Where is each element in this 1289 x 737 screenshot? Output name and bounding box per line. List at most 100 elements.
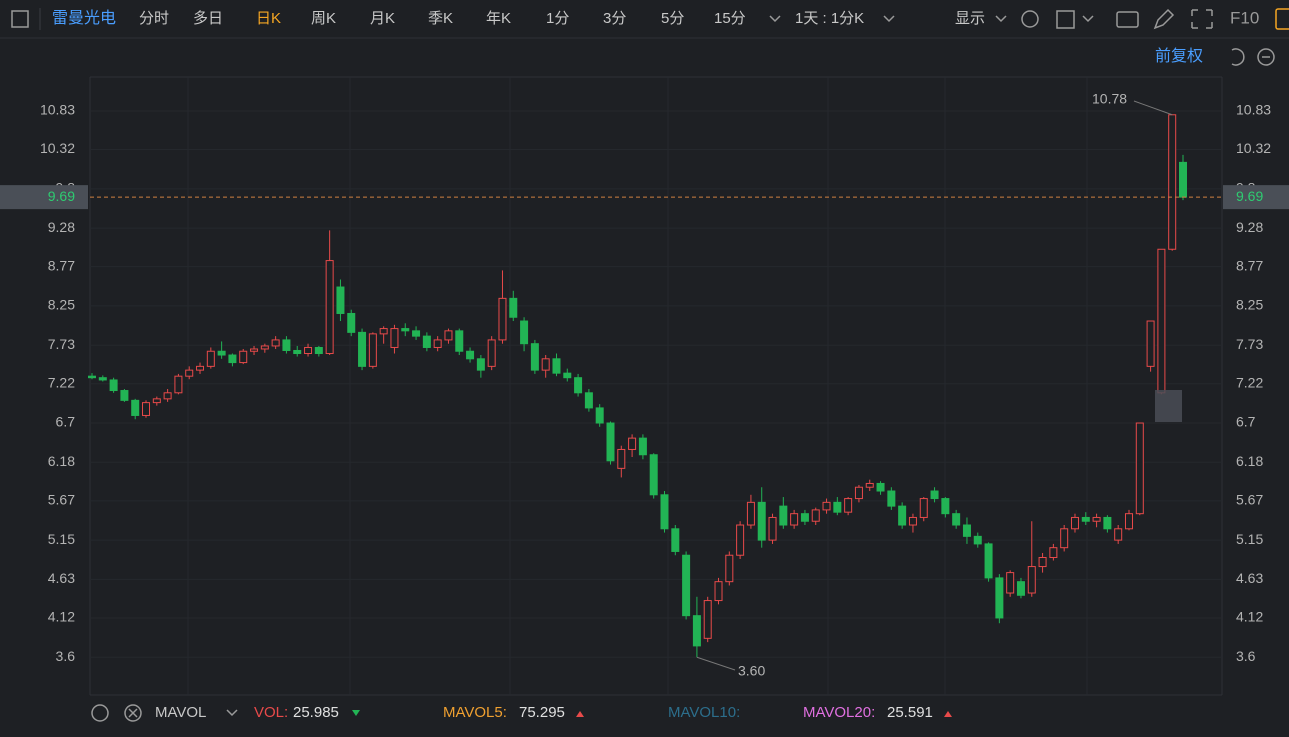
chevron[interactable] bbox=[883, 15, 895, 23]
period-tab[interactable]: 日K bbox=[256, 10, 281, 27]
candle-body bbox=[984, 543, 993, 579]
zoom-out-icon[interactable] bbox=[1257, 48, 1275, 66]
candle-body bbox=[152, 398, 161, 404]
y-tick-label: 10.83 bbox=[1236, 102, 1271, 118]
candle-body bbox=[746, 501, 755, 526]
candle-body bbox=[1103, 516, 1112, 530]
stock-name[interactable]: 雷曼光电 bbox=[52, 9, 116, 27]
sidebar-icon[interactable] bbox=[11, 10, 29, 28]
y-tick-label: 3.6 bbox=[1236, 648, 1256, 664]
candle-body bbox=[1179, 161, 1187, 198]
candle-body bbox=[455, 330, 464, 352]
candle-body bbox=[854, 486, 863, 500]
candle-body bbox=[811, 509, 820, 522]
candle-body bbox=[196, 365, 205, 371]
candle-body bbox=[1124, 513, 1133, 530]
period-tab[interactable]: 周K bbox=[311, 10, 336, 27]
candle-body bbox=[541, 358, 550, 371]
y-tick-label: 5.15 bbox=[48, 531, 75, 547]
chevron[interactable] bbox=[769, 15, 781, 23]
candle-body bbox=[574, 377, 583, 394]
y-tick-label: 10.32 bbox=[1236, 140, 1271, 156]
candle-body bbox=[336, 286, 345, 314]
candle-body bbox=[401, 328, 410, 332]
candle-body bbox=[1006, 572, 1015, 594]
y-tick-label: 7.22 bbox=[1236, 374, 1263, 390]
reset-icon[interactable] bbox=[1231, 48, 1245, 66]
period-tab[interactable]: 15分 bbox=[714, 10, 746, 27]
chevron[interactable] bbox=[1082, 15, 1094, 23]
candle-body bbox=[1016, 581, 1025, 596]
up-arrow bbox=[576, 711, 584, 717]
candle-body bbox=[1146, 320, 1155, 367]
candle-body bbox=[703, 600, 712, 639]
min-label: 3.60 bbox=[738, 663, 765, 679]
interval[interactable]: 1天 : 1分K bbox=[795, 10, 864, 27]
y-tick-label: 7.73 bbox=[48, 336, 75, 352]
candle-body bbox=[228, 354, 237, 364]
candle-body bbox=[271, 339, 280, 347]
candle-body bbox=[768, 516, 777, 541]
indicator-bar: MAVOL VOL: 25.985 MAVOL5: 75.295 MAVOL10… bbox=[91, 704, 952, 722]
y-tick-label: 6.7 bbox=[1236, 414, 1256, 430]
indicator-name[interactable]: MAVOL bbox=[155, 704, 206, 721]
candle-body bbox=[88, 375, 96, 379]
mavol20-value: 25.591 bbox=[887, 704, 933, 721]
max-label: 10.78 bbox=[1092, 91, 1127, 107]
candle-body bbox=[1092, 516, 1101, 522]
square-icon[interactable] bbox=[1056, 10, 1075, 29]
candle-body bbox=[682, 554, 691, 617]
candle-body bbox=[314, 346, 323, 355]
down-arrow bbox=[352, 710, 360, 716]
fullscreen-icon[interactable] bbox=[1191, 9, 1213, 29]
candle-body bbox=[1168, 114, 1177, 250]
candle-body bbox=[466, 350, 475, 360]
y-tick-label: 10.32 bbox=[40, 140, 75, 156]
candle-body bbox=[476, 358, 485, 371]
candle-body bbox=[887, 490, 896, 507]
period-tab[interactable]: 3分 bbox=[603, 10, 626, 27]
settings-icon[interactable] bbox=[1021, 10, 1039, 28]
candle-body bbox=[898, 505, 907, 526]
period-tab[interactable]: 1分 bbox=[546, 10, 569, 27]
adjust[interactable]: 前复权 bbox=[1155, 47, 1203, 65]
candle-body bbox=[98, 377, 107, 381]
price-tag bbox=[1223, 185, 1289, 210]
chevron[interactable] bbox=[226, 709, 238, 717]
candle-body bbox=[347, 312, 356, 333]
plot bbox=[88, 114, 1187, 658]
candle-body bbox=[671, 528, 680, 552]
candle-body bbox=[185, 369, 194, 377]
f10[interactable]: F10 bbox=[1230, 8, 1259, 27]
period-tab[interactable]: 分时 bbox=[139, 10, 169, 27]
candle-body bbox=[692, 615, 701, 647]
candle-body bbox=[736, 524, 745, 556]
candle-body bbox=[239, 350, 248, 364]
period-tabs: 分时 多日 日K 周K 月K 季K 年K 1分 3分 5分 15分 bbox=[139, 10, 746, 27]
period-tab[interactable]: 年K bbox=[486, 10, 511, 27]
chevron[interactable] bbox=[995, 15, 1007, 23]
period-tab[interactable]: 5分 bbox=[661, 10, 684, 27]
candle-body bbox=[390, 328, 399, 348]
camera-icon[interactable] bbox=[1116, 11, 1139, 28]
display-menu[interactable]: 显示 bbox=[955, 10, 985, 27]
candle-body bbox=[865, 482, 874, 488]
edge-icon[interactable] bbox=[1275, 8, 1289, 30]
period-tab[interactable]: 月K bbox=[370, 10, 395, 27]
period-tab[interactable]: 季K bbox=[428, 10, 453, 27]
y-tick-label: 5.67 bbox=[1236, 492, 1263, 508]
pen-icon[interactable] bbox=[1153, 8, 1175, 30]
y-tick-label: 3.6 bbox=[56, 648, 76, 664]
y-tick-label: 10.83 bbox=[40, 102, 75, 118]
close-icon[interactable] bbox=[124, 704, 142, 722]
candle-body bbox=[509, 297, 518, 318]
candle-body bbox=[714, 581, 723, 602]
candle-body bbox=[725, 554, 734, 583]
settings-icon[interactable] bbox=[91, 704, 109, 722]
candle-body bbox=[379, 328, 388, 335]
candle-body bbox=[606, 422, 615, 462]
mavol5-value: 75.295 bbox=[519, 704, 565, 721]
period-tab[interactable]: 多日 bbox=[193, 10, 223, 27]
candle-body bbox=[325, 260, 334, 355]
